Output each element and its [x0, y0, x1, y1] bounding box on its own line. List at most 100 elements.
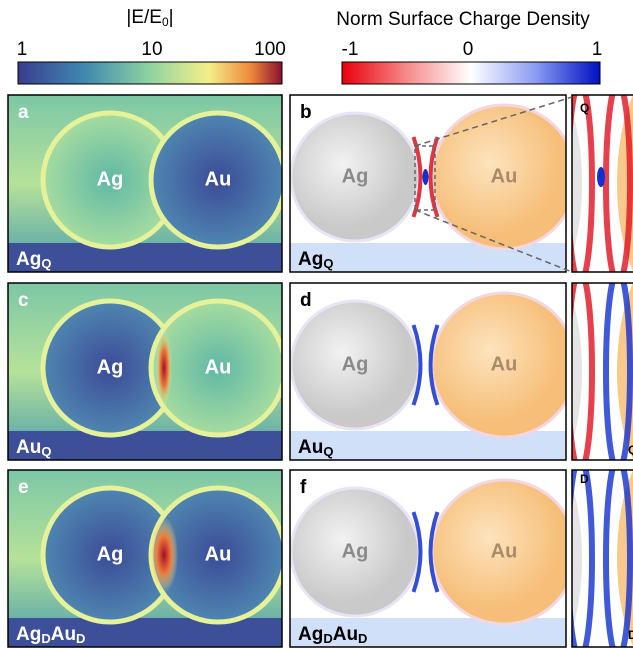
- panel-letter: a: [18, 102, 29, 123]
- inset-ag: [572, 485, 582, 631]
- panel-letter: b: [300, 102, 312, 123]
- sphere-field: [148, 110, 282, 250]
- inset-frame: [571, 94, 633, 273]
- tag-base: Au: [333, 624, 358, 645]
- inset-charge: [603, 470, 633, 647]
- sphere-label: Au: [205, 168, 232, 190]
- inset-ag: [572, 298, 582, 444]
- inset: [572, 470, 633, 647]
- sphere-label: Ag: [97, 168, 124, 190]
- tag-sub: Q: [323, 256, 333, 271]
- colorbar-title-text: |E/E: [126, 7, 162, 28]
- hot-spot: [156, 330, 172, 406]
- tag-sub: D: [41, 631, 50, 646]
- inset-letter: D: [628, 628, 633, 642]
- inset-charge: [572, 95, 595, 272]
- tag-base: Au: [51, 624, 76, 645]
- inset-frame: [571, 282, 633, 461]
- hot-spot: [150, 517, 178, 593]
- colorbar-title-sub: 0: [162, 15, 169, 29]
- panel-tag: AgDAuD: [298, 624, 367, 646]
- inset-ag: [572, 110, 582, 256]
- inset-charge: [572, 283, 595, 460]
- colorbar-tick: 0: [463, 39, 474, 60]
- zoom-line: [414, 96, 573, 147]
- panel-frame: [7, 282, 283, 461]
- inset-charge: [572, 470, 595, 647]
- panel-tag: AgQ: [16, 249, 51, 271]
- charge-left: [411, 324, 423, 406]
- tag-sub: D: [76, 631, 85, 646]
- panel-letter: d: [300, 290, 312, 311]
- panel-frame: [289, 282, 567, 461]
- inset-charge: [597, 167, 605, 187]
- panel-letter: c: [18, 290, 29, 311]
- colorbar-tick: 10: [141, 39, 162, 60]
- charge-right: [428, 324, 440, 406]
- tag-base: Ag: [298, 249, 323, 270]
- colorbar-tick: 100: [254, 39, 286, 60]
- tag-base: Au: [298, 437, 323, 458]
- tag-sub: D: [358, 631, 367, 646]
- panel-frame: [7, 94, 283, 273]
- colorbar-title-end: |: [169, 7, 174, 28]
- inset-letter: Q: [580, 101, 589, 115]
- tag-base: Ag: [16, 624, 41, 645]
- sphere-label: Au: [205, 356, 232, 378]
- colorbar-tick: 1: [17, 39, 28, 60]
- inset-letter: Q: [628, 443, 633, 457]
- colorbar: [341, 61, 601, 85]
- field-low: [8, 618, 282, 647]
- tag-sub: Q: [41, 256, 51, 271]
- charge-right: [428, 136, 440, 218]
- panel-tag: AgQ: [298, 249, 333, 271]
- panel-frame: [289, 94, 567, 273]
- sphere-label: Ag: [342, 540, 369, 562]
- panel-tag: AuQ: [16, 437, 51, 459]
- sphere-label: Au: [205, 543, 232, 565]
- panel-frame: [289, 469, 567, 648]
- panel-tag: AgDAuD: [16, 624, 85, 646]
- panel-letter: e: [18, 477, 29, 498]
- colorbar-tick: 1: [592, 39, 603, 60]
- tag-base: Au: [16, 437, 41, 458]
- sphere-label: Au: [491, 353, 518, 375]
- charge-left: [411, 511, 423, 593]
- sphere-label: Ag: [97, 543, 124, 565]
- colorbar-title: |E/E0|: [126, 7, 173, 29]
- sphere-label: Ag: [342, 165, 369, 187]
- inset-letter: D: [580, 472, 589, 486]
- colorbar-title: Norm Surface Charge Density: [336, 9, 590, 30]
- tag-sub: Q: [323, 444, 333, 459]
- charge-center: [422, 169, 429, 185]
- sphere-label: Au: [491, 540, 518, 562]
- tag-base: Ag: [16, 249, 41, 270]
- inset: [572, 95, 633, 272]
- charge-right: [428, 511, 440, 593]
- panel-letter: f: [300, 477, 307, 498]
- colorbar-tick: -1: [342, 39, 359, 60]
- inset-charge: [603, 283, 633, 460]
- tag-base: Ag: [298, 624, 323, 645]
- tag-sub: D: [323, 631, 332, 646]
- inset-frame: [571, 469, 633, 648]
- inset: [572, 283, 633, 460]
- sphere-field: [148, 298, 282, 438]
- zoom-box: [414, 145, 436, 211]
- panel-frame: [7, 469, 283, 648]
- panel-tag: AuQ: [298, 437, 333, 459]
- field-low: [8, 431, 282, 460]
- field-low: [8, 243, 282, 272]
- sphere-label: Ag: [97, 356, 124, 378]
- sphere-label: Au: [491, 165, 518, 187]
- zoom-line: [414, 209, 573, 273]
- tag-sub: Q: [41, 444, 51, 459]
